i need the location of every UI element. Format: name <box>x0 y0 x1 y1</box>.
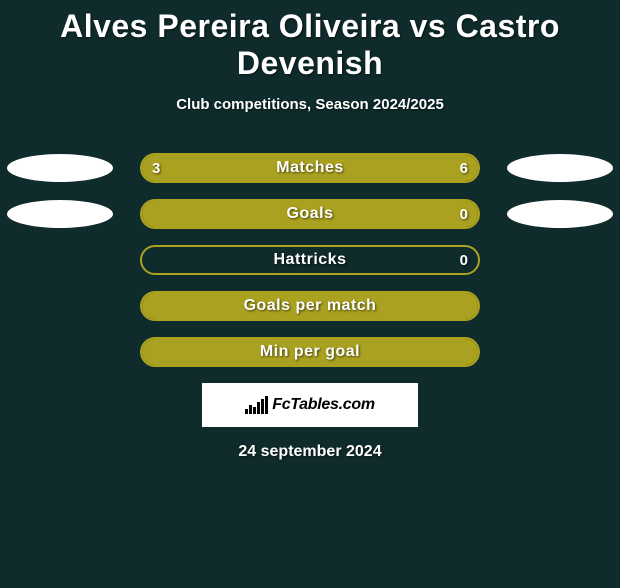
stat-label: Min per goal <box>142 343 478 361</box>
player-right-indicator <box>507 200 613 228</box>
stat-row: Matches3 6 <box>0 153 620 183</box>
stats-container: Matches36Goals0Hattricks0Goals per match… <box>0 153 620 367</box>
player-left-indicator <box>7 154 113 182</box>
stat-bar-track: Goals per match <box>140 291 480 321</box>
attribution-box: FcTables.com <box>202 383 418 427</box>
stat-row: Min per goal <box>0 337 620 367</box>
stat-bar-track: Min per goal <box>140 337 480 367</box>
attribution-text: FcTables.com <box>272 396 375 414</box>
stat-label: Goals per match <box>142 297 478 315</box>
stat-value-right: 6 <box>460 160 468 177</box>
chart-icon <box>245 396 268 414</box>
page-title: Alves Pereira Oliveira vs Castro Devenis… <box>0 8 620 82</box>
player-right-indicator <box>507 154 613 182</box>
stat-label: Hattricks <box>142 251 478 269</box>
stat-value-left: 3 <box>152 160 160 177</box>
stat-label: Matches <box>142 159 478 177</box>
date-text: 24 september 2024 <box>0 443 620 461</box>
stat-value-right: 0 <box>460 206 468 223</box>
stat-bar-track: Hattricks0 <box>140 245 480 275</box>
stat-value-right: 0 <box>460 252 468 269</box>
stat-row: Goals0 <box>0 199 620 229</box>
stat-row: Goals per match <box>0 291 620 321</box>
stat-bar-track: Goals0 <box>140 199 480 229</box>
stat-label: Goals <box>142 205 478 223</box>
attribution-inner: FcTables.com <box>245 396 375 414</box>
player-left-indicator <box>7 200 113 228</box>
stat-row: Hattricks0 <box>0 245 620 275</box>
page-subtitle: Club competitions, Season 2024/2025 <box>0 96 620 113</box>
stat-bar-track: Matches3 6 <box>140 153 480 183</box>
